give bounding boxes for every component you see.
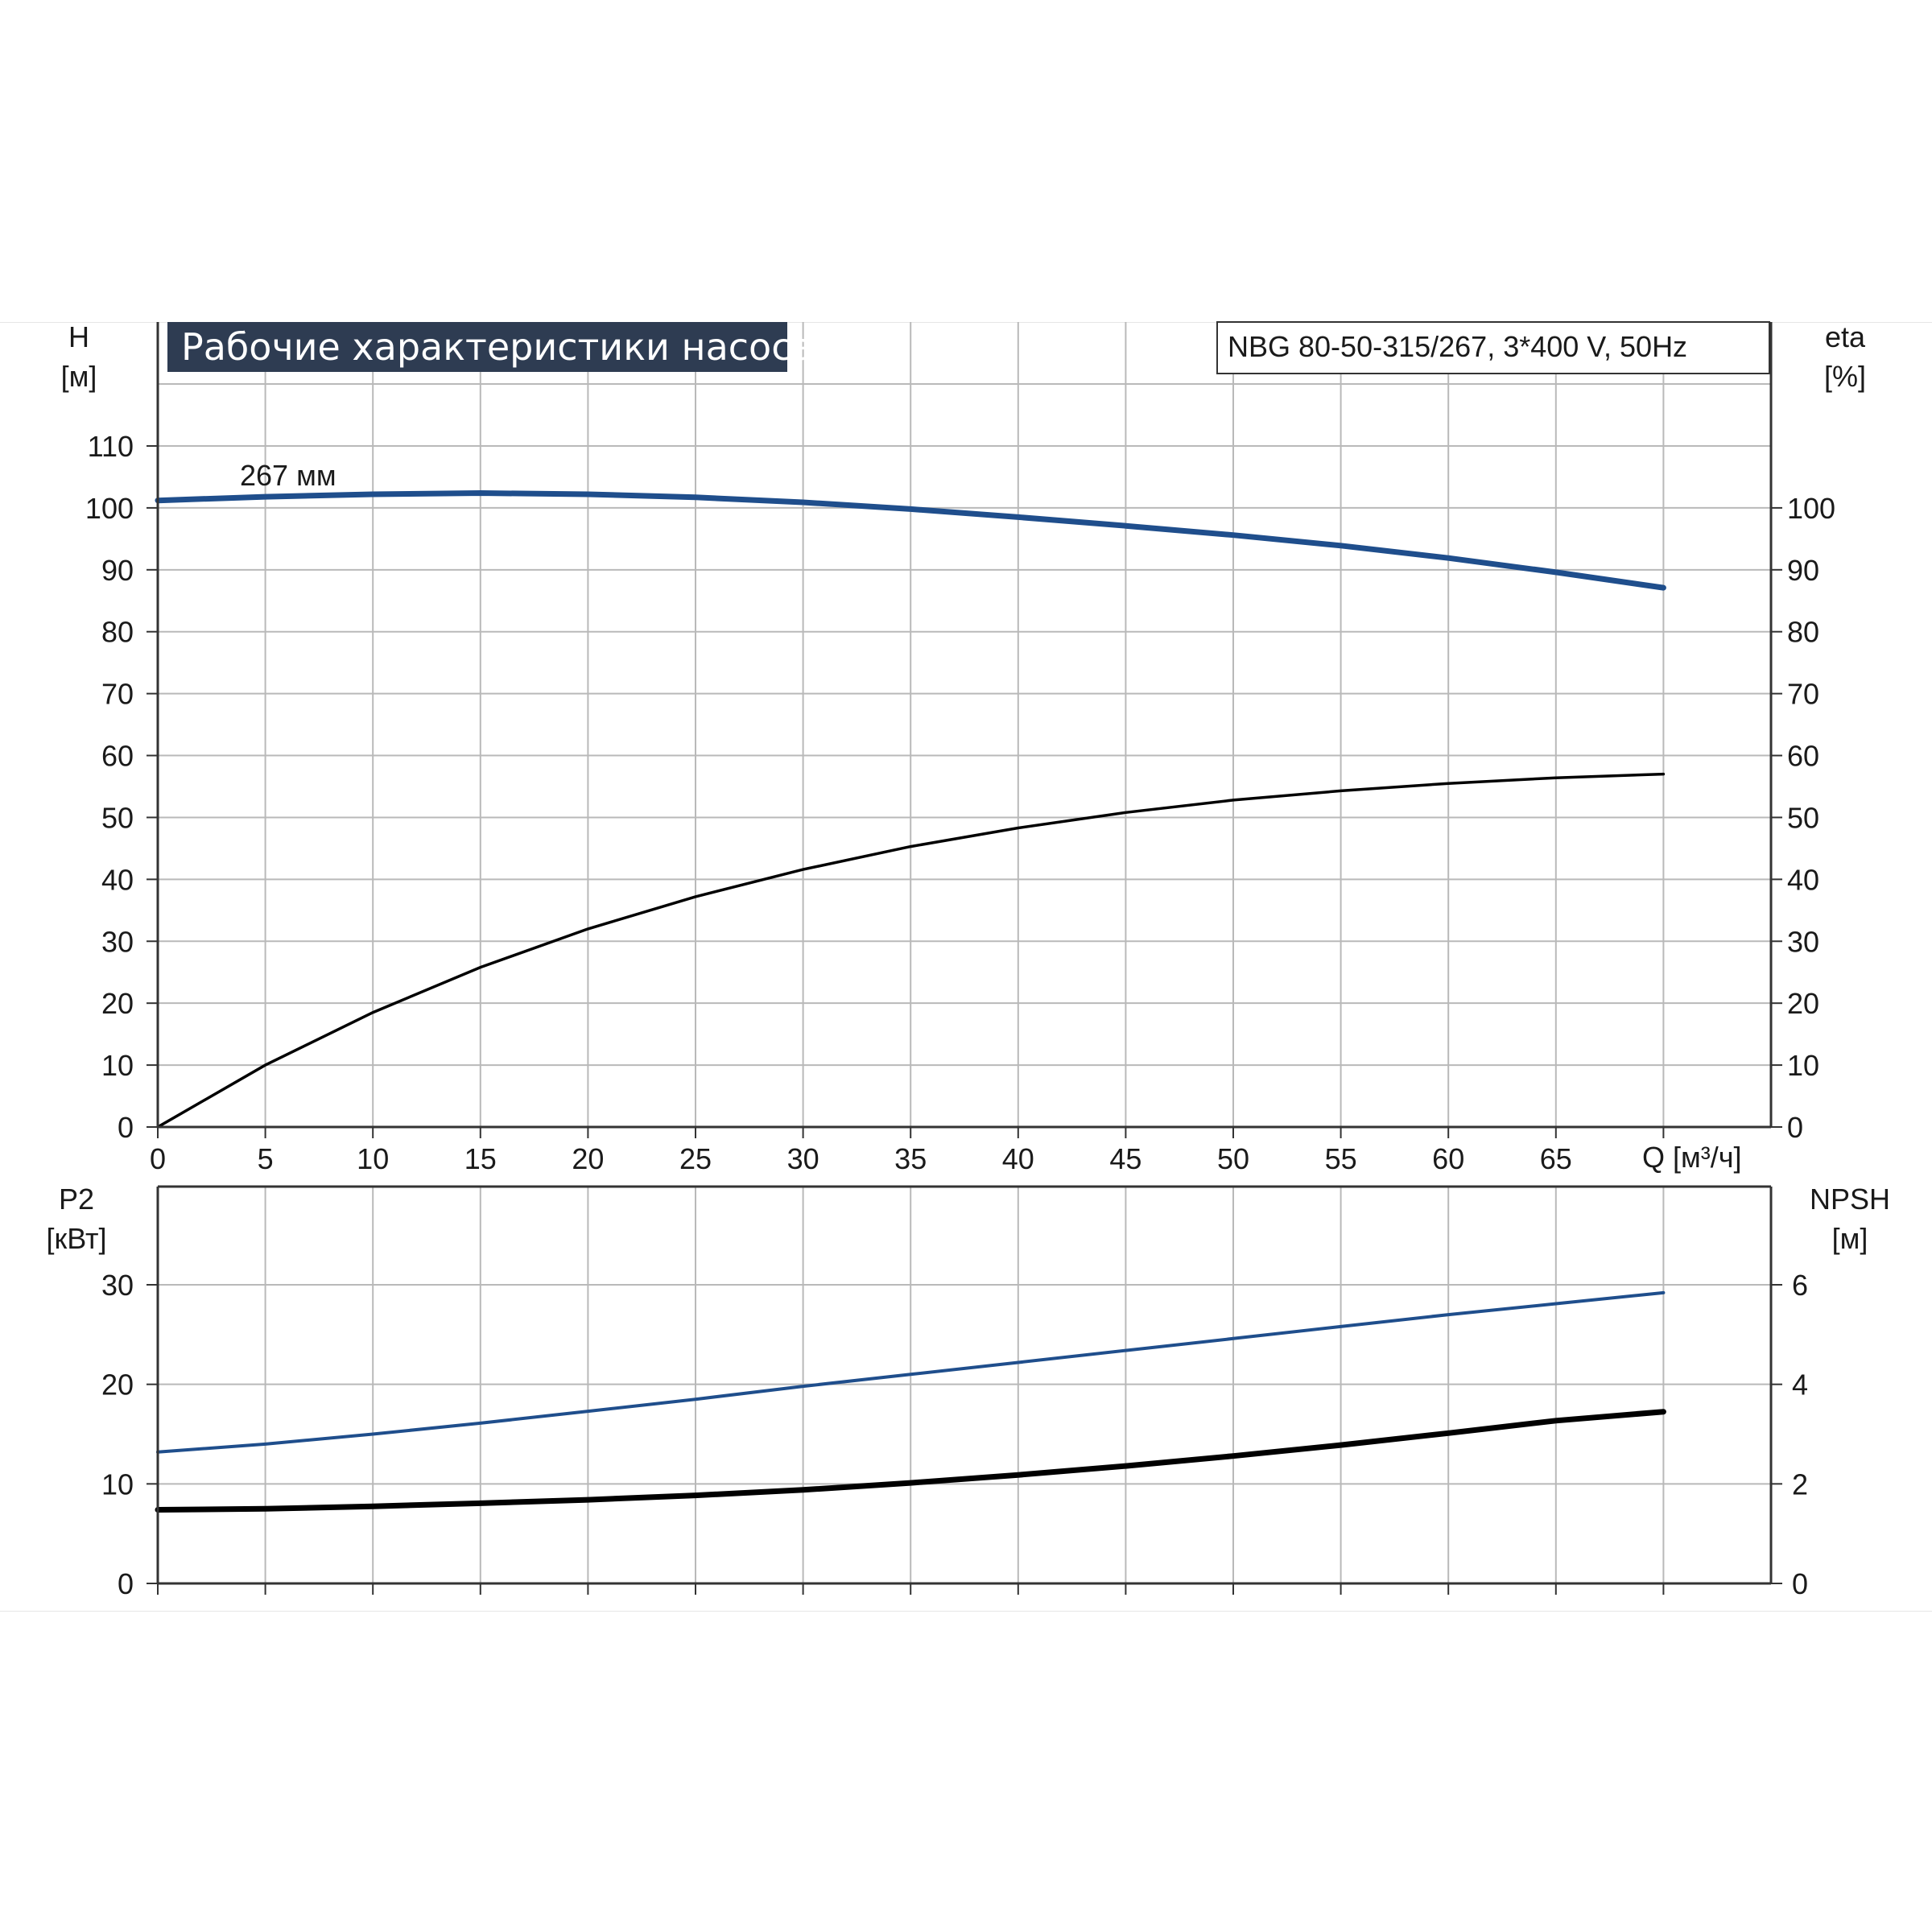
y-tick-label-left: 20 (101, 1368, 134, 1402)
y-tick-label-right: 90 (1787, 554, 1819, 587)
x-tick-label: 30 (787, 1142, 819, 1175)
y-tick-label-left: 70 (101, 678, 134, 711)
impeller-diameter-label: 267 мм (240, 459, 336, 492)
axis-layer: 0102030405060708090100110010203040506070… (85, 322, 1835, 1600)
x-tick-label: 15 (464, 1142, 497, 1175)
y-tick-label-right: 70 (1787, 678, 1819, 711)
model-label: NBG 80-50-315/267, 3*400 V, 50Hz (1228, 330, 1687, 363)
efficiency-curve (156, 772, 1666, 1129)
x-axis-title: Q [м³/ч] (1642, 1141, 1742, 1174)
x-tick-label: 55 (1325, 1142, 1357, 1175)
chart-frame (0, 322, 1932, 1612)
y-tick-label-right: 2 (1792, 1468, 1808, 1501)
left-axis-unit-bottom: [кВт] (46, 1222, 106, 1255)
y-tick-label-right: 80 (1787, 616, 1819, 649)
x-tick-label: 20 (572, 1142, 604, 1175)
x-tick-label: 5 (258, 1142, 274, 1175)
left-axis-title-top: H (68, 320, 89, 353)
x-tick-label: 45 (1109, 1142, 1141, 1175)
left-axis-unit-top: [м] (61, 360, 97, 393)
right-axis-unit-bottom: [м] (1832, 1222, 1868, 1255)
y-tick-label-left: 110 (88, 430, 134, 463)
right-axis-title-bottom: NPSH (1810, 1183, 1890, 1216)
y-tick-label-left: 90 (101, 554, 134, 587)
chart-title: Рабочие характеристики насоса (181, 325, 815, 369)
y-tick-label-left: 10 (101, 1468, 134, 1501)
head-curve (155, 489, 1666, 591)
x-tick-label: 50 (1217, 1142, 1249, 1175)
y-tick-label-left: 20 (101, 987, 134, 1020)
right-axis-title-top: eta (1825, 320, 1866, 353)
x-tick-label: 35 (894, 1142, 927, 1175)
y-tick-label-left: 80 (101, 616, 134, 649)
y-tick-label-right: 40 (1787, 863, 1819, 896)
y-tick-label-left: 0 (118, 1111, 134, 1144)
curve-layer (155, 489, 1666, 1513)
right-axis-unit-top: [%] (1824, 360, 1866, 393)
npsh-curve (155, 1409, 1666, 1513)
x-tick-label: 25 (679, 1142, 712, 1175)
y-tick-label-right: 10 (1787, 1049, 1819, 1082)
y-tick-label-left: 30 (101, 925, 134, 958)
y-tick-label-right: 30 (1787, 925, 1819, 958)
x-tick-label: 0 (150, 1142, 166, 1175)
y-tick-label-right: 0 (1792, 1567, 1808, 1600)
y-tick-label-right: 20 (1787, 987, 1819, 1020)
y-tick-label-right: 100 (1787, 492, 1835, 525)
y-tick-label-left: 30 (101, 1269, 134, 1302)
y-tick-label-left: 100 (85, 492, 134, 525)
y-tick-label-left: 50 (101, 801, 134, 834)
chart-title-box (167, 322, 787, 372)
power-curve (156, 1290, 1666, 1454)
y-tick-label-left: 40 (101, 863, 134, 896)
x-tick-label: 60 (1432, 1142, 1464, 1175)
y-tick-label-left: 60 (101, 740, 134, 773)
model-box (1216, 321, 1770, 374)
grid-layer (158, 322, 1772, 1584)
x-tick-label: 40 (1002, 1142, 1034, 1175)
y-tick-label-right: 0 (1787, 1111, 1803, 1144)
y-tick-label-right: 60 (1787, 740, 1819, 773)
y-tick-label-right: 6 (1792, 1269, 1808, 1302)
y-tick-label-right: 50 (1787, 801, 1819, 834)
x-tick-label: 65 (1540, 1142, 1572, 1175)
y-tick-label-left: 10 (101, 1049, 134, 1082)
left-axis-title-bottom: P2 (59, 1183, 94, 1216)
x-tick-label: 10 (357, 1142, 389, 1175)
y-tick-label-left: 0 (118, 1567, 134, 1600)
y-tick-label-right: 4 (1792, 1368, 1808, 1402)
